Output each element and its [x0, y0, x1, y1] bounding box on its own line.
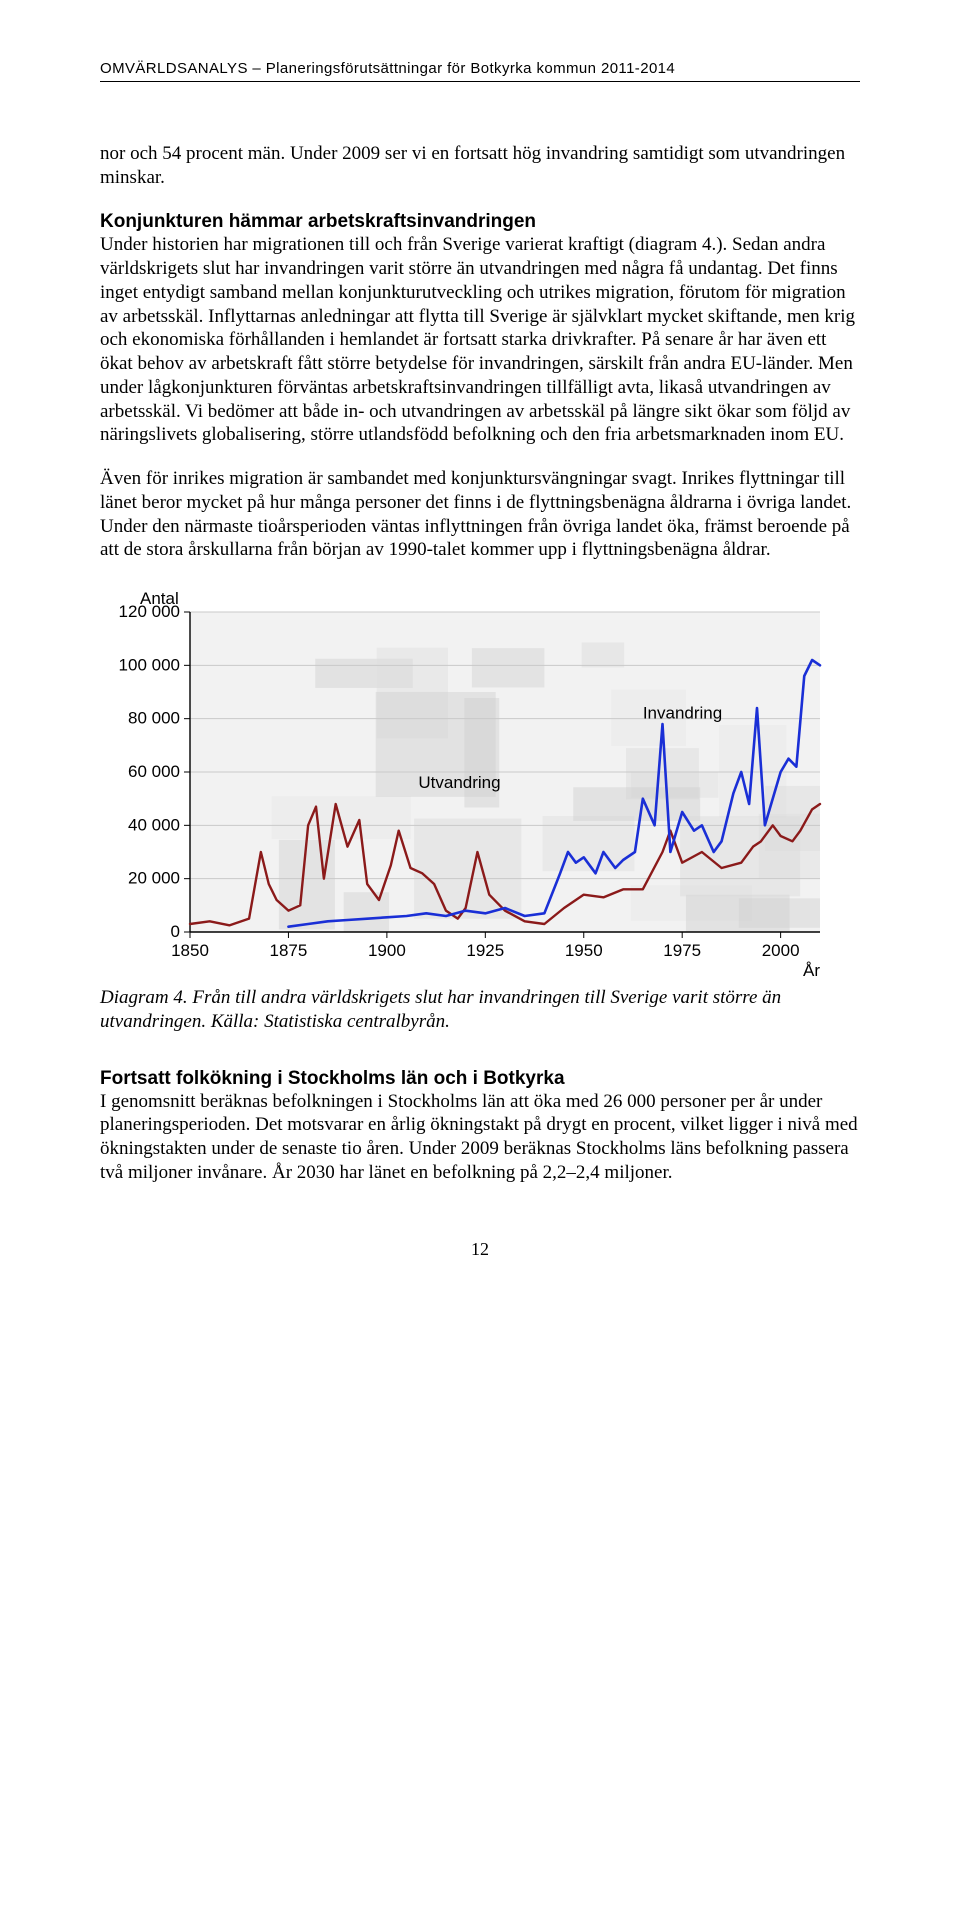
svg-text:Antal: Antal — [140, 589, 179, 608]
svg-text:40 000: 40 000 — [128, 815, 180, 834]
body-paragraph-4: I genomsnitt beräknas befolkningen i Sto… — [100, 1090, 860, 1185]
chart-caption-label: Diagram 4. — [100, 987, 188, 1008]
chart-caption-text: Från till andra världskrigets slut har i… — [100, 987, 781, 1032]
svg-text:0: 0 — [171, 922, 180, 941]
svg-text:1900: 1900 — [368, 941, 406, 960]
svg-text:1950: 1950 — [565, 941, 603, 960]
svg-text:1975: 1975 — [663, 941, 701, 960]
body-paragraph-2: Under historien har migrationen till och… — [100, 234, 855, 445]
svg-text:80 000: 80 000 — [128, 709, 180, 728]
migration-chart-svg: 020 00040 00060 00080 000100 000120 000A… — [100, 582, 840, 982]
svg-text:Utvandring: Utvandring — [418, 773, 500, 792]
svg-text:Invandring: Invandring — [643, 704, 722, 723]
subsection-heading-1: Konjunkturen hämmar arbetskraftsinvandri… — [100, 210, 860, 448]
page-number: 12 — [100, 1239, 860, 1260]
body-paragraph-1: nor och 54 procent män. Under 2009 ser v… — [100, 142, 860, 190]
svg-text:1850: 1850 — [171, 941, 209, 960]
subsection-heading-1-text: Konjunkturen hämmar arbetskraftsinvandri… — [100, 211, 536, 232]
running-header: OMVÄRLDSANALYS – Planeringsförutsättning… — [100, 60, 860, 82]
svg-text:1875: 1875 — [270, 941, 308, 960]
svg-text:20 000: 20 000 — [128, 869, 180, 888]
svg-text:1925: 1925 — [466, 941, 504, 960]
svg-text:År: År — [803, 961, 820, 980]
svg-text:2000: 2000 — [762, 941, 800, 960]
svg-text:60 000: 60 000 — [128, 762, 180, 781]
subsection-heading-2: Fortsatt folkökning i Stockholms län och… — [100, 1068, 860, 1090]
svg-text:100 000: 100 000 — [119, 655, 180, 674]
body-paragraph-3: Även för inrikes migration är sambandet … — [100, 467, 860, 562]
migration-chart: 020 00040 00060 00080 000100 000120 000A… — [100, 582, 860, 982]
chart-caption: Diagram 4. Från till andra världskrigets… — [100, 986, 860, 1034]
